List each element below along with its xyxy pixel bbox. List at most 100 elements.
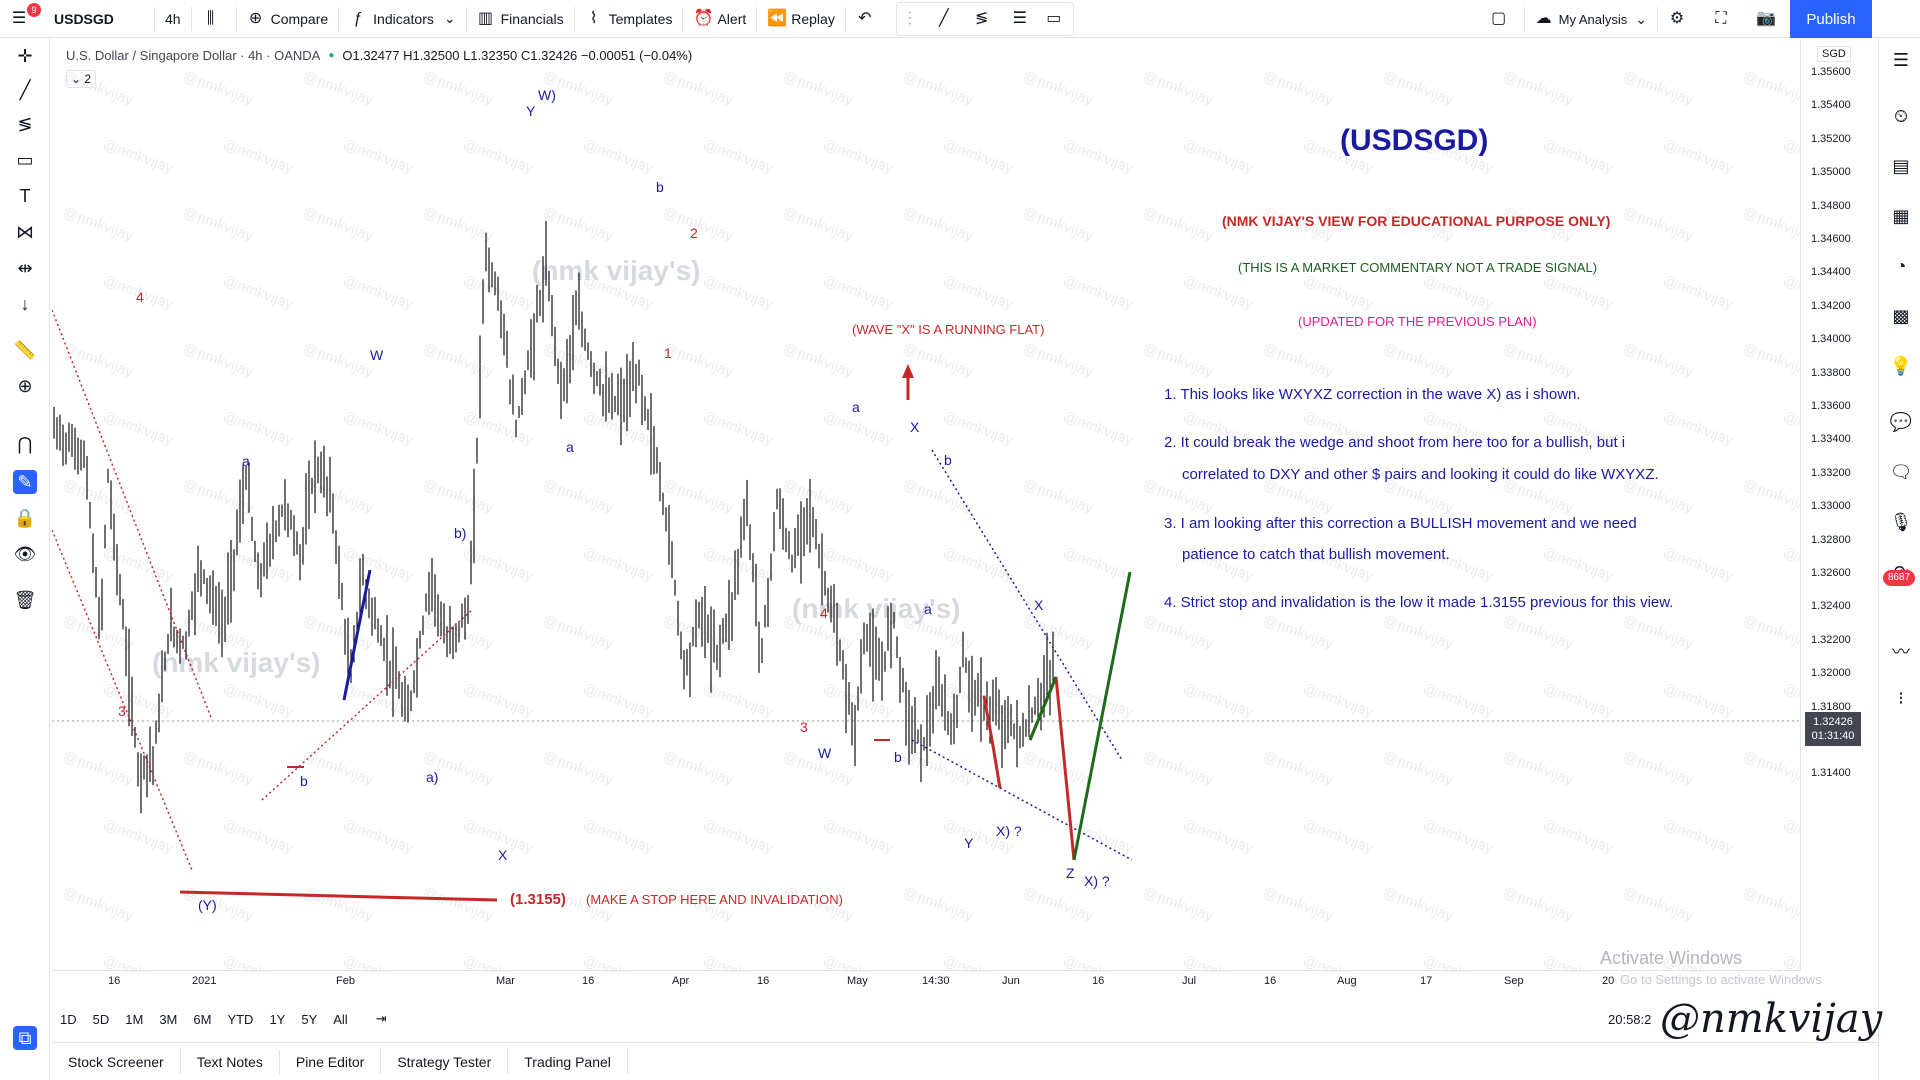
chat-icon[interactable]: 💬 <box>1889 412 1913 432</box>
watermark-tile: @nmkvijay <box>781 68 856 109</box>
price-tick-label: 1.32600 <box>1811 567 1851 579</box>
time-tick-label: 20 <box>1602 975 1615 987</box>
watermark-tile: @nmkvijay <box>1541 272 1616 313</box>
eye-icon[interactable]: 👁 <box>13 544 37 564</box>
time-axis[interactable]: 16 2021 Feb Mar 16 Apr 16 May 14:30 Jun 16 Jul 16 Aug… <box>52 970 1800 992</box>
tab-text-notes[interactable]: Text Notes <box>181 1049 280 1074</box>
menu-button[interactable]: ☰ 9 <box>0 0 44 38</box>
watermark-tile: @nmkvijay <box>1301 272 1376 313</box>
divider <box>235 6 237 31</box>
rectangle-icon[interactable]: ▭ <box>1046 9 1062 27</box>
tab-trading-panel[interactable]: Trading Panel <box>508 1049 628 1074</box>
prediction-icon[interactable]: ⇹ <box>17 258 33 278</box>
replay-button[interactable]: ⏪ Replay <box>757 0 845 38</box>
tab-strategy-tester[interactable]: Strategy Tester <box>381 1049 509 1074</box>
price-chart-canvas[interactable]: @nmkvijay @nmkvijay @nmkvijay @nmkvijay @nmk… <box>52 40 1800 972</box>
goto-date-icon[interactable]: ⇥ <box>375 1011 387 1026</box>
range-button-5d[interactable]: 5D <box>92 1011 110 1027</box>
crosshair-icon[interactable]: ✛ <box>17 46 33 66</box>
news-icon[interactable]: ▦ <box>1892 206 1910 226</box>
watermark-tile: @nmkvijay <box>101 952 176 972</box>
price-axis[interactable]: SGD 1.35600 1.35400 1.35200 1.35000 1.34800 1… <box>1800 40 1878 970</box>
alarm-icon[interactable]: ⏲ <box>1893 106 1909 126</box>
magnet-icon[interactable]: ⋂ <box>17 434 33 454</box>
podcast-icon[interactable]: 🎙 <box>1889 512 1913 532</box>
lock-icon[interactable]: 🔒 <box>13 508 37 528</box>
range-button-ytd[interactable]: YTD <box>227 1011 254 1027</box>
zoom-in-icon[interactable]: ⊕ <box>17 376 33 396</box>
tab-pine-editor[interactable]: Pine Editor <box>280 1049 382 1074</box>
settings-button[interactable]: ⚙ <box>1658 0 1702 38</box>
range-button-3m[interactable]: 3M <box>159 1011 178 1027</box>
watermark-tile: @nmkvijay <box>341 408 416 449</box>
watermark-tile: @nmkvijay <box>101 816 176 857</box>
analysis-point-1: 1. This looks like WXYXZ correction in t… <box>1164 386 1581 403</box>
activate-windows-subtitle: Go to Settings to activate Windows <box>1620 972 1822 987</box>
range-button-6m[interactable]: 6M <box>193 1011 212 1027</box>
watermark-tile: @nmkvijay <box>101 408 176 449</box>
object-tree-icon[interactable]: ⧉ <box>13 1026 37 1050</box>
trend-line-icon[interactable]: ╱ <box>939 9 949 27</box>
clock-time[interactable]: 20:58:2 <box>1608 1011 1652 1027</box>
range-buttons: 1D 5D 1M 3M 6M YTD 1Y 5Y All <box>52 1012 356 1027</box>
messages-icon[interactable]: 🗨 <box>1889 462 1913 482</box>
ruler-icon[interactable]: 📏 <box>13 340 37 360</box>
indicators-toggle[interactable]: ⌄ 2 <box>66 70 96 88</box>
fib-retracement-icon[interactable]: ☰ <box>1012 9 1028 27</box>
currency-label[interactable]: SGD <box>1817 46 1851 62</box>
hotlist-icon[interactable]: ◔ <box>1895 256 1907 276</box>
compare-button[interactable]: ⊕ Compare <box>237 0 339 38</box>
watermark-tile: @nmkvijay <box>1141 748 1216 789</box>
publish-button[interactable]: Publish <box>1790 0 1872 38</box>
arrow-down-icon[interactable]: ↓ <box>20 294 30 314</box>
watermark-tile: @nmkvijay <box>581 952 656 972</box>
range-button-1y[interactable]: 1Y <box>269 1011 286 1027</box>
watermark-tile: @nmkvijay <box>941 544 1016 585</box>
layout-select-button[interactable]: ▢ <box>1480 0 1524 38</box>
watermark-tile: @nmkvijay <box>181 340 256 381</box>
tab-stock-screener[interactable]: Stock Screener <box>52 1049 181 1074</box>
pattern-icon[interactable]: ⋈ <box>16 222 34 242</box>
wave-label: X) ? <box>996 823 1022 839</box>
indicators-button[interactable]: ƒ Indicators ⌄ <box>339 0 465 38</box>
pitchfork-icon[interactable]: ≶ <box>17 114 33 134</box>
watermark-tile: @nmkvijay <box>1501 748 1576 789</box>
watermark-tile: @nmkvijay <box>221 408 296 449</box>
symbol-search[interactable]: USDSGD <box>54 10 114 27</box>
text-icon[interactable]: T <box>19 186 31 206</box>
watchlist-icon[interactable]: ☰ <box>1892 50 1910 70</box>
order-panel-icon[interactable]: 〰 <box>1892 642 1910 662</box>
watermark-tile: @nmkvijay <box>1781 952 1800 972</box>
time-tick-label: Apr <box>672 975 690 987</box>
calendar-icon[interactable]: ▩ <box>1892 306 1910 326</box>
watermark-tile: @nmkvijay <box>821 136 896 177</box>
undo-button[interactable]: ↶ <box>846 0 890 38</box>
financials-button[interactable]: ▥ Financials <box>467 0 574 38</box>
stay-in-drawing-mode-icon[interactable]: ✎ <box>13 470 37 494</box>
ideas-icon[interactable]: 💡 <box>1889 356 1913 376</box>
chart-pane[interactable]: @nmkvijay @nmkvijay @nmkvijay @nmkvijay @nmk… <box>52 40 1878 975</box>
range-button-1d[interactable]: 1D <box>60 1011 77 1027</box>
watermark-tile: @nmkvijay <box>701 136 776 177</box>
drag-handle-icon[interactable]: ⋮ <box>901 9 918 27</box>
data-window-icon[interactable]: ▤ <box>1892 156 1910 176</box>
trash-icon[interactable]: 🗑 <box>13 590 37 610</box>
range-button-all[interactable]: All <box>333 1011 348 1027</box>
price-tick-label: 1.32800 <box>1811 533 1851 546</box>
wave-label: a <box>566 439 574 455</box>
pitchfork-icon[interactable]: ≶ <box>975 9 989 27</box>
trend-line-icon[interactable]: ╱ <box>19 80 31 100</box>
range-button-5y[interactable]: 5Y <box>301 1011 318 1027</box>
layout-name-button[interactable]: ☁ My Analysis ⌄ <box>1525 0 1657 38</box>
snapshot-button[interactable]: 📷 <box>1746 0 1790 38</box>
alert-button[interactable]: ⏰ Alert <box>683 0 756 38</box>
interval-button[interactable]: 4h <box>165 10 181 27</box>
time-tick-label: Sep <box>1504 975 1524 987</box>
templates-button[interactable]: ⌇ Templates <box>575 0 683 38</box>
dom-icon[interactable]: ⁝ <box>1898 688 1904 708</box>
watermark-tile: @nmkvijay <box>1741 204 1800 245</box>
chart-type-button[interactable]: ⫼ <box>192 0 236 38</box>
range-button-1m[interactable]: 1M <box>125 1011 144 1027</box>
fullscreen-button[interactable]: ⛶ <box>1702 0 1746 38</box>
rectangle-icon[interactable]: ▭ <box>16 150 34 170</box>
